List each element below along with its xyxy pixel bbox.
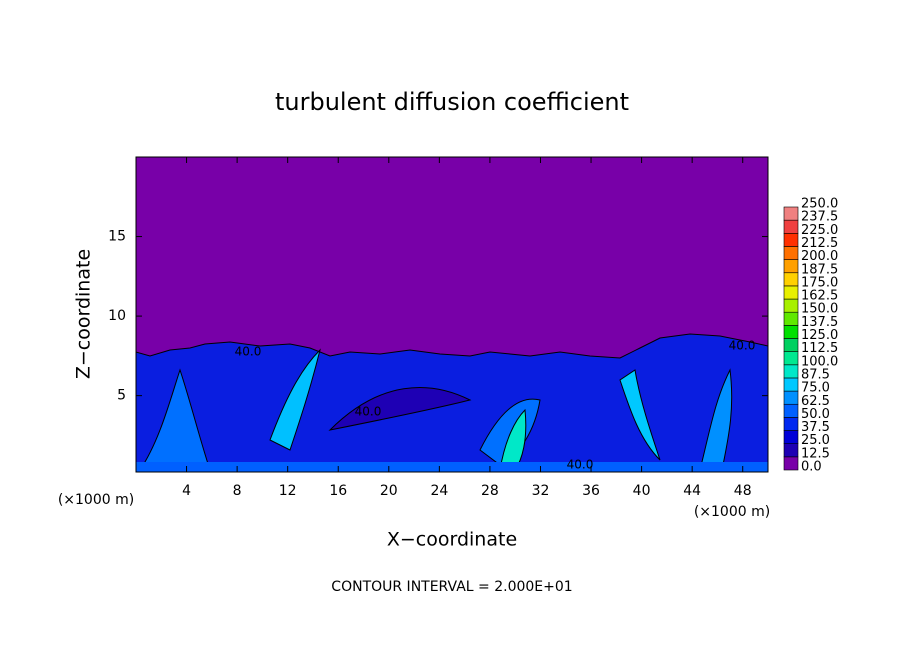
contour-label: 40.0 <box>355 405 382 419</box>
field <box>135 157 769 473</box>
colorbar-swatch <box>783 417 799 431</box>
colorbar-label: 87.5 <box>801 367 830 382</box>
eddy <box>328 387 472 431</box>
colorbar-label: 50.0 <box>801 407 830 422</box>
colorbar-swatch <box>783 233 799 247</box>
y-tick-label: 5 <box>117 388 126 404</box>
colorbar-label: 200.0 <box>801 249 838 264</box>
colorbar-swatch <box>783 219 799 234</box>
x-tick-label: 40 <box>633 483 651 499</box>
contour-label: 40.0 <box>235 345 262 359</box>
contour-label: 40.0 <box>729 339 756 353</box>
x-tick-label: 48 <box>734 483 752 499</box>
colorbar-swatch <box>783 338 799 352</box>
colorbar-swatch <box>783 259 799 274</box>
x-tick-label: 4 <box>182 483 191 499</box>
x-axis-label: X−coordinate <box>387 529 517 551</box>
colorbar-swatch <box>783 325 799 339</box>
y-unit-label: (×1000 m) <box>58 492 134 508</box>
plume <box>139 368 211 471</box>
colorbar-swatch <box>783 246 799 260</box>
x-tick-label: 12 <box>279 483 297 499</box>
chart-title: turbulent diffusion coefficient <box>275 88 629 116</box>
colorbar-label: 12.5 <box>801 446 830 461</box>
colorbar-swatch <box>783 272 799 287</box>
colorbar-label: 150.0 <box>801 302 838 317</box>
y-axis-label: Z−coordinate <box>73 249 95 379</box>
colorbar-swatch <box>783 456 799 471</box>
plume <box>619 369 661 461</box>
colorbar-label: 25.0 <box>801 433 830 448</box>
plume <box>699 368 733 471</box>
x-tick-label: 28 <box>481 483 499 499</box>
colorbar-label: 112.5 <box>801 341 838 356</box>
x-tick-label: 36 <box>582 483 600 499</box>
colorbar-swatch <box>783 390 799 405</box>
x-tick-label: 44 <box>683 483 701 499</box>
x-unit-label: (×1000 m) <box>694 504 770 520</box>
colorbar-label: 75.0 <box>801 381 830 396</box>
colorbar-swatch <box>783 443 799 458</box>
colorbar-label: 250.0 <box>801 197 838 212</box>
colorbar-swatch <box>783 311 799 326</box>
colorbar-swatch <box>783 403 799 418</box>
colorbar-swatch <box>783 298 799 313</box>
colorbar-label: 225.0 <box>801 223 838 238</box>
colorbar-label: 0.0 <box>801 460 822 475</box>
x-tick-label: 32 <box>532 483 550 499</box>
x-tick-label: 24 <box>430 483 448 499</box>
colorbar-label: 212.5 <box>801 236 838 251</box>
colorbar-label: 175.0 <box>801 275 838 290</box>
colorbar-label: 125.0 <box>801 328 838 343</box>
y-tick-label: 15 <box>108 229 126 245</box>
colorbar-swatch <box>783 206 799 221</box>
colorbar-label: 162.5 <box>801 289 838 304</box>
colorbar-swatch <box>783 430 799 444</box>
colorbar-label: 237.5 <box>801 210 838 225</box>
colorbar-label: 37.5 <box>801 420 830 435</box>
footer: CONTOUR INTERVAL = 2.000E+01 <box>331 579 572 595</box>
plume <box>269 348 321 451</box>
y-tick-label: 10 <box>108 308 126 324</box>
colorbar-label: 100.0 <box>801 354 838 369</box>
colorbar-swatch <box>783 364 799 379</box>
x-tick-label: 8 <box>233 483 242 499</box>
x-tick-label: 16 <box>329 483 347 499</box>
colorbar-swatch <box>783 377 799 392</box>
contour-label: 40.0 <box>567 458 594 472</box>
colorbar-swatch <box>783 285 799 300</box>
colorbar-label: 62.5 <box>801 394 830 409</box>
surface-layer <box>136 462 768 472</box>
colorbar-label: 187.5 <box>801 262 838 277</box>
x-tick-label: 20 <box>380 483 398 499</box>
plot-frame <box>135 156 769 473</box>
colorbar-label: 137.5 <box>801 315 838 330</box>
colorbar-swatch <box>783 351 799 366</box>
